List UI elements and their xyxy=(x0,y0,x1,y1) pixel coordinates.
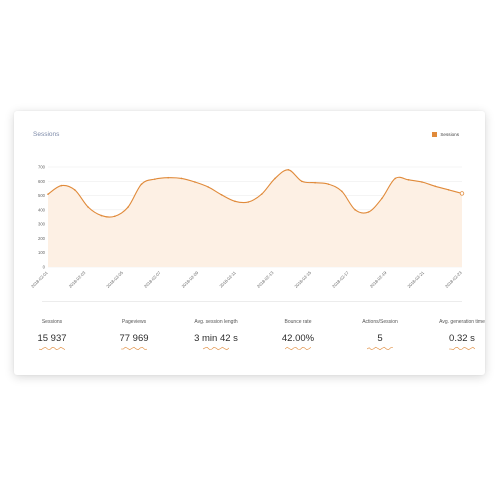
y-tick-label: 0 xyxy=(43,265,46,270)
y-tick-label: 600 xyxy=(38,179,46,184)
y-tick-label: 100 xyxy=(38,250,46,255)
y-tick-label: 700 xyxy=(38,165,46,170)
data-point xyxy=(60,184,63,187)
data-point xyxy=(234,200,236,203)
chart-legend[interactable]: Sessions xyxy=(432,132,459,137)
data-point xyxy=(434,185,437,188)
data-point xyxy=(300,180,303,183)
legend-swatch xyxy=(432,132,438,137)
kpi-label: Pageviews xyxy=(121,319,147,325)
series-line xyxy=(47,169,463,218)
data-point xyxy=(220,194,223,196)
sessions-chart: 0 100 200 300 400 500 600 700 2018-02-01 2018-02-… xyxy=(30,165,465,289)
data-point xyxy=(154,178,156,180)
data-point xyxy=(167,176,169,179)
card-title: Sessions xyxy=(33,131,60,138)
x-tick-label: 2018-02-09 xyxy=(181,270,200,289)
kpi-value: 42.00% xyxy=(281,333,315,344)
kpi-label: Sessions xyxy=(41,319,63,325)
data-point xyxy=(459,191,465,196)
kpi-item: Bounce rate 42.00% xyxy=(253,319,343,351)
data-point xyxy=(407,179,410,181)
data-point xyxy=(87,206,89,208)
kpi-label: Bounce rate xyxy=(284,319,312,325)
data-point xyxy=(314,181,316,184)
x-tick-label: 2018-02-19 xyxy=(369,270,388,289)
data-point xyxy=(274,177,276,180)
x-tick-label: 2018-02-15 xyxy=(293,270,312,289)
x-tick-label: 2018-02-03 xyxy=(68,270,87,289)
x-tick-label: 2018-02-17 xyxy=(331,270,350,289)
sparkline xyxy=(39,346,65,351)
data-point xyxy=(354,209,356,211)
data-point xyxy=(180,177,183,180)
kpi-item: Avg. session length 3 min 42 s xyxy=(171,319,261,351)
legend-label: Sessions xyxy=(440,132,459,137)
divider xyxy=(42,301,462,302)
kpi-item: Pageviews 77 969 xyxy=(89,319,179,351)
data-point xyxy=(260,193,263,195)
kpi-value: 5 xyxy=(377,333,383,344)
sparkline xyxy=(203,346,229,351)
y-tick-label: 400 xyxy=(38,207,46,212)
kpi-value: 3 min 42 s xyxy=(194,333,238,344)
x-tick-label: 2018-02-01 xyxy=(30,270,49,289)
x-tick-label: 2018-02-11 xyxy=(218,270,237,289)
data-point xyxy=(341,190,343,193)
data-point xyxy=(447,189,450,191)
data-point xyxy=(73,189,76,191)
y-tick-label: 500 xyxy=(38,193,46,198)
data-point xyxy=(327,183,330,185)
x-tick-label: 2018-02-07 xyxy=(143,270,162,289)
data-point xyxy=(127,206,129,208)
data-point xyxy=(367,211,370,213)
sparkline xyxy=(285,346,311,351)
x-tick-label: 2018-02-13 xyxy=(256,270,275,289)
kpi-item: Sessions 15 937 xyxy=(7,319,97,351)
data-point xyxy=(381,197,383,200)
kpi-value: 15 937 xyxy=(37,333,67,344)
sparkline xyxy=(449,346,475,351)
sparkline xyxy=(121,346,147,351)
data-point xyxy=(47,193,49,195)
y-tick-label: 200 xyxy=(38,236,46,241)
kpi-value: 77 969 xyxy=(119,333,149,344)
x-tick-label: 2018-02-21 xyxy=(406,270,425,289)
kpi-label: Avg. session length xyxy=(194,319,238,325)
series-area xyxy=(48,169,462,267)
kpi-label: Avg. generation time xyxy=(439,319,485,325)
x-tick-label: 2018-02-05 xyxy=(105,270,124,289)
data-point xyxy=(113,215,116,218)
data-point xyxy=(421,181,423,183)
kpi-item: Actions/Session 5 xyxy=(335,319,425,351)
kpi-label: Actions/Session xyxy=(362,319,398,325)
x-tick-label: 2018-02-23 xyxy=(444,270,463,289)
sparkline xyxy=(367,346,393,351)
kpi-row: Sessions 15 937 Pageviews 77 969 Avg. sessio… xyxy=(14,319,485,367)
data-point xyxy=(207,186,210,188)
kpi-value: 0.32 s xyxy=(449,333,475,344)
data-point xyxy=(287,169,290,171)
data-point xyxy=(394,177,397,180)
kpi-item: Avg. generation time 0.32 s xyxy=(417,319,500,351)
data-point xyxy=(194,181,196,183)
y-tick-label: 300 xyxy=(38,222,46,227)
data-point xyxy=(247,201,250,203)
sessions-card: Sessions Sessions 0 100 200 300 400 500 600 700… xyxy=(14,111,485,375)
data-point xyxy=(140,183,143,185)
data-point xyxy=(100,214,103,217)
